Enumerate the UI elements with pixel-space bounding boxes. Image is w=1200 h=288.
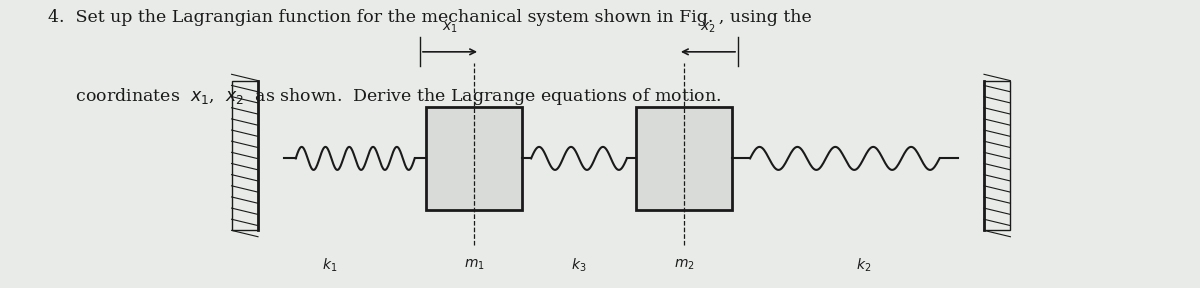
Bar [636, 107, 732, 210]
Bar [232, 81, 258, 230]
Text: $k_3$: $k_3$ [571, 256, 587, 274]
Text: $k_2$: $k_2$ [857, 256, 871, 274]
Text: $x_2$: $x_2$ [700, 20, 716, 35]
Text: $k_1$: $k_1$ [323, 256, 337, 274]
Text: coordinates  $x_1$,  $x_2$  as shown.  Derive the Lagrange equations of motion.: coordinates $x_1$, $x_2$ as shown. Deriv… [48, 86, 721, 107]
Text: $m_2$: $m_2$ [673, 258, 695, 272]
Text: $m_1$: $m_1$ [463, 258, 485, 272]
Text: 4.  Set up the Lagrangian function for the mechanical system shown in Fig. , usi: 4. Set up the Lagrangian function for th… [48, 9, 811, 26]
Bar [984, 81, 1010, 230]
Bar [426, 107, 522, 210]
Text: $x_1$: $x_1$ [442, 20, 458, 35]
